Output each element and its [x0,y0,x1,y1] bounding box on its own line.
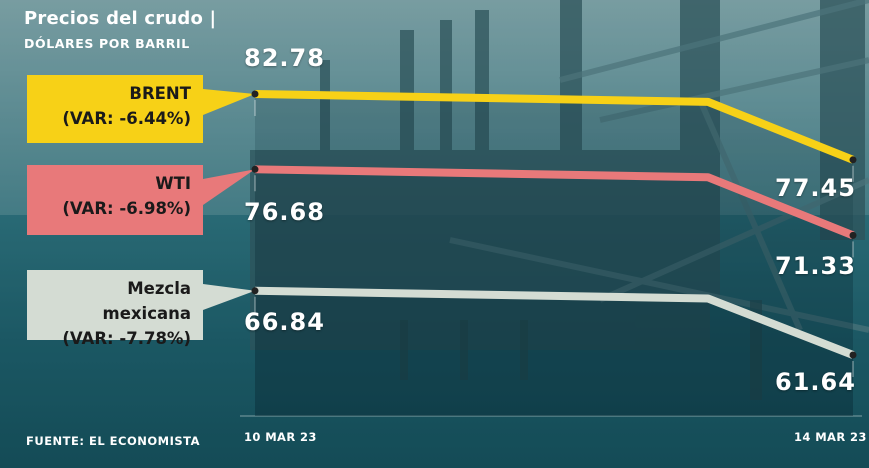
data-point-brent-start [251,90,259,98]
series-name-brent: BRENT [129,84,191,103]
series-area-mezcla-mexicana [255,290,853,416]
legend-connector-wti [203,169,255,205]
chart-title: Precios del crudo | [24,8,217,29]
value-label-mezcla-end: 61.64 [775,368,856,396]
x-tick-label-end: 14 MAR 23 [794,430,867,444]
series-variation-mezcla-mexicana: (VAR: -7.78%) [62,329,191,348]
chart-subtitle: DÓLARES POR BARRIL [24,36,190,51]
series-name-mezcla-mexicana: Mezcla mexicana [102,279,191,323]
x-tick-label-start: 10 MAR 23 [244,430,317,444]
legend-box-brent: BRENT (VAR: -6.44%) [27,75,203,143]
data-point-brent-end [849,156,857,164]
value-label-brent-start: 82.78 [244,44,325,72]
data-point-mezcla-mexicana-end [849,351,857,359]
source-note: FUENTE: EL ECONOMISTA [26,434,200,448]
value-label-wti-start: 76.68 [244,198,325,226]
legend-box-mezcla-mexicana: Mezcla mexicana (VAR: -7.78%) [27,270,203,348]
series-line-wti [254,165,855,240]
data-point-wti-start [251,165,259,173]
legend-connector-mezcla-mexicana [203,284,255,310]
value-label-mezcla-start: 66.84 [244,308,325,336]
legend-box-wti: WTI (VAR: -6.98%) [27,165,203,235]
value-label-brent-end: 77.45 [775,174,856,202]
data-point-mezcla-mexicana-start [251,287,259,295]
series-line-mezcla-mexicana [254,286,855,359]
series-variation-brent: (VAR: -6.44%) [62,109,191,128]
series-variation-wti: (VAR: -6.98%) [62,199,191,218]
series-name-wti: WTI [155,174,191,193]
value-label-wti-end: 71.33 [775,252,856,280]
series-line-brent [254,90,855,164]
data-point-wti-end [849,231,857,239]
legend-connector-brent [203,89,255,115]
